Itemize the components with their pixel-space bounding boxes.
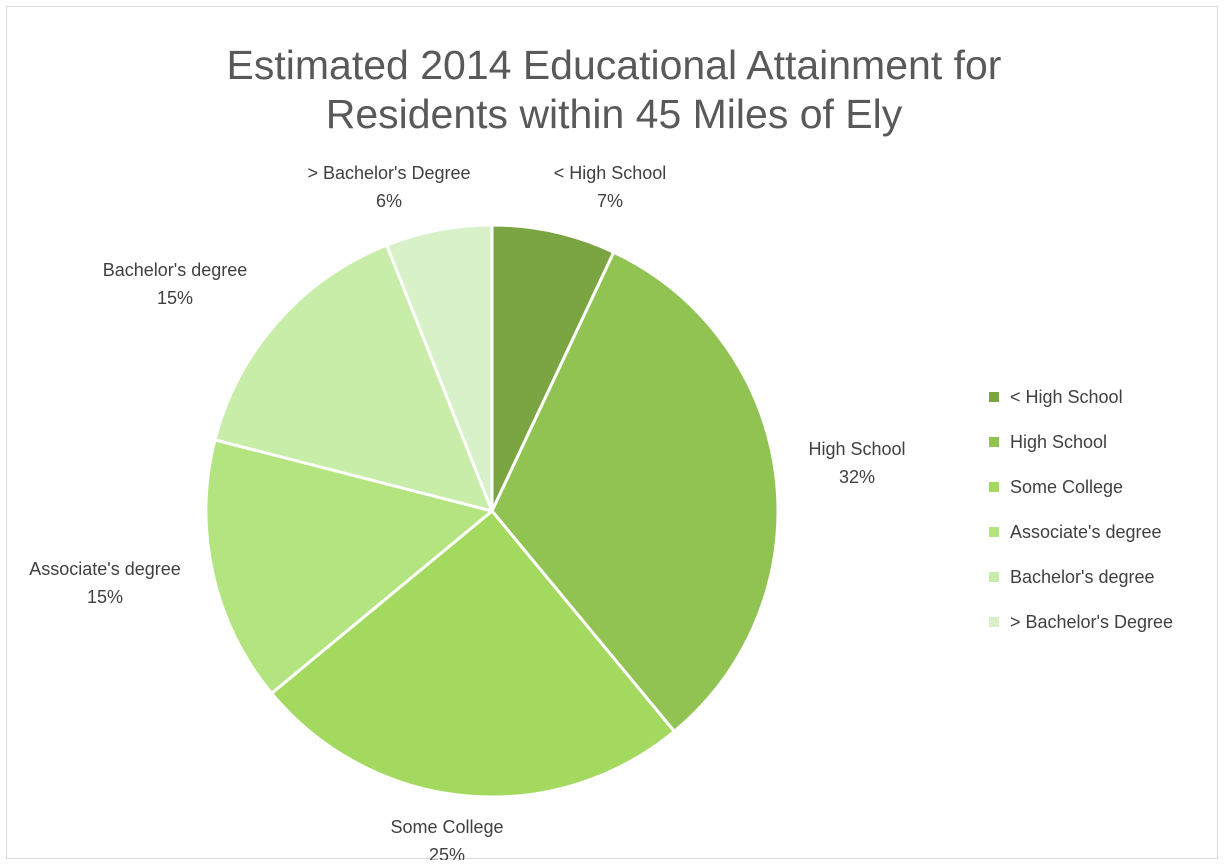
data-label-value-high-school: 7% [597, 191, 623, 211]
legend-label-some-college: Some College [1010, 477, 1123, 497]
legend-swatch-high-school [989, 437, 999, 447]
pie-chart: Estimated 2014 Educational Attainment fo… [29, 42, 1173, 860]
data-label-value-high-school: 32% [839, 467, 875, 487]
data-label-value-bachelor-s-degree: 6% [376, 191, 402, 211]
data-label-category-associate-s-degree: Associate's degree [29, 559, 181, 579]
chart-frame: Estimated 2014 Educational Attainment fo… [6, 6, 1218, 860]
pie-slice-bachelor-s-degree [213, 243, 494, 513]
pie-slice-associate-s-degree [204, 438, 494, 695]
chart-title-line-1: Estimated 2014 Educational Attainment fo… [227, 42, 1002, 88]
legend-swatch-associate-s-degree [989, 527, 999, 537]
chart-title-line-2: Residents within 45 Miles of Ely [326, 91, 903, 137]
data-label-category-bachelor-s-degree: > Bachelor's Degree [307, 163, 470, 183]
pie-slice-high-school [490, 223, 616, 513]
pie-slice-some-college [270, 509, 676, 799]
data-label-category-high-school: < High School [554, 163, 667, 183]
legend-label-high-school: < High School [1010, 387, 1123, 407]
data-label-category-some-college: Some College [390, 817, 503, 837]
legend-swatch-bachelor-s-degree [989, 617, 999, 627]
data-label-category-bachelor-s-degree: Bachelor's degree [103, 260, 248, 280]
legend-swatch-bachelor-s-degree [989, 572, 999, 582]
data-label-value-associate-s-degree: 15% [87, 587, 123, 607]
legend-label-high-school: High School [1010, 432, 1107, 452]
legend-swatch-some-college [989, 482, 999, 492]
legend-label-bachelor-s-degree: Bachelor's degree [1010, 567, 1155, 587]
data-label-value-bachelor-s-degree: 15% [157, 288, 193, 308]
data-label-category-high-school: High School [808, 439, 905, 459]
pie-slice-high-school [490, 250, 780, 733]
pie-slice-bachelor-s-degree [385, 223, 494, 513]
pie-slices [204, 223, 780, 799]
legend-label-bachelor-s-degree: > Bachelor's Degree [1010, 612, 1173, 632]
legend-swatch-high-school [989, 392, 999, 402]
data-labels: < High School 7% High School 32% Some Colleg… [29, 163, 905, 860]
legend: < High School High School Some College Asso… [989, 387, 1173, 632]
data-label-value-some-college: 25% [429, 845, 465, 860]
legend-label-associate-s-degree: Associate's degree [1010, 522, 1162, 542]
